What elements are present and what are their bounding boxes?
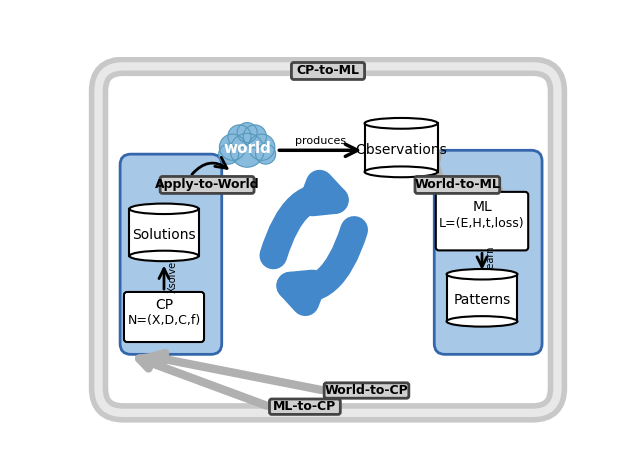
- Ellipse shape: [129, 251, 198, 261]
- Text: CP-to-ML: CP-to-ML: [296, 64, 360, 78]
- Text: World-to-ML: World-to-ML: [415, 178, 500, 191]
- Text: ML-to-CP: ML-to-CP: [273, 400, 337, 413]
- Text: Xsolve: Xsolve: [168, 261, 178, 293]
- Circle shape: [230, 133, 264, 167]
- Circle shape: [219, 144, 239, 164]
- Text: produces: produces: [295, 137, 346, 147]
- Circle shape: [249, 134, 275, 160]
- Circle shape: [237, 123, 257, 143]
- Text: L=(E,H,t,loss): L=(E,H,t,loss): [439, 217, 525, 230]
- Ellipse shape: [365, 167, 438, 177]
- FancyBboxPatch shape: [291, 62, 365, 79]
- Bar: [129, 209, 198, 256]
- Ellipse shape: [365, 118, 438, 129]
- Circle shape: [228, 125, 251, 148]
- Text: ML: ML: [472, 200, 492, 214]
- Ellipse shape: [447, 269, 517, 279]
- FancyBboxPatch shape: [436, 192, 528, 250]
- Text: Solutions: Solutions: [132, 228, 196, 242]
- Circle shape: [243, 125, 266, 148]
- Text: Xlearn: Xlearn: [486, 246, 496, 278]
- Ellipse shape: [447, 316, 517, 327]
- Circle shape: [220, 134, 246, 160]
- FancyBboxPatch shape: [415, 177, 500, 193]
- Text: Apply-to-World: Apply-to-World: [155, 178, 259, 191]
- Text: world: world: [223, 141, 271, 156]
- FancyBboxPatch shape: [324, 383, 409, 398]
- FancyBboxPatch shape: [435, 150, 542, 354]
- Text: Patterns: Patterns: [453, 293, 511, 307]
- FancyBboxPatch shape: [120, 154, 221, 354]
- Text: N=(X,D,C,f): N=(X,D,C,f): [127, 314, 200, 327]
- Text: CP: CP: [155, 298, 173, 312]
- FancyBboxPatch shape: [124, 292, 204, 342]
- FancyBboxPatch shape: [269, 399, 340, 415]
- Bar: [365, 123, 438, 172]
- FancyBboxPatch shape: [160, 177, 254, 193]
- Circle shape: [255, 144, 276, 164]
- Bar: [447, 274, 517, 321]
- Text: Observations: Observations: [355, 143, 447, 157]
- Ellipse shape: [129, 204, 198, 214]
- Text: World-to-CP: World-to-CP: [324, 384, 408, 397]
